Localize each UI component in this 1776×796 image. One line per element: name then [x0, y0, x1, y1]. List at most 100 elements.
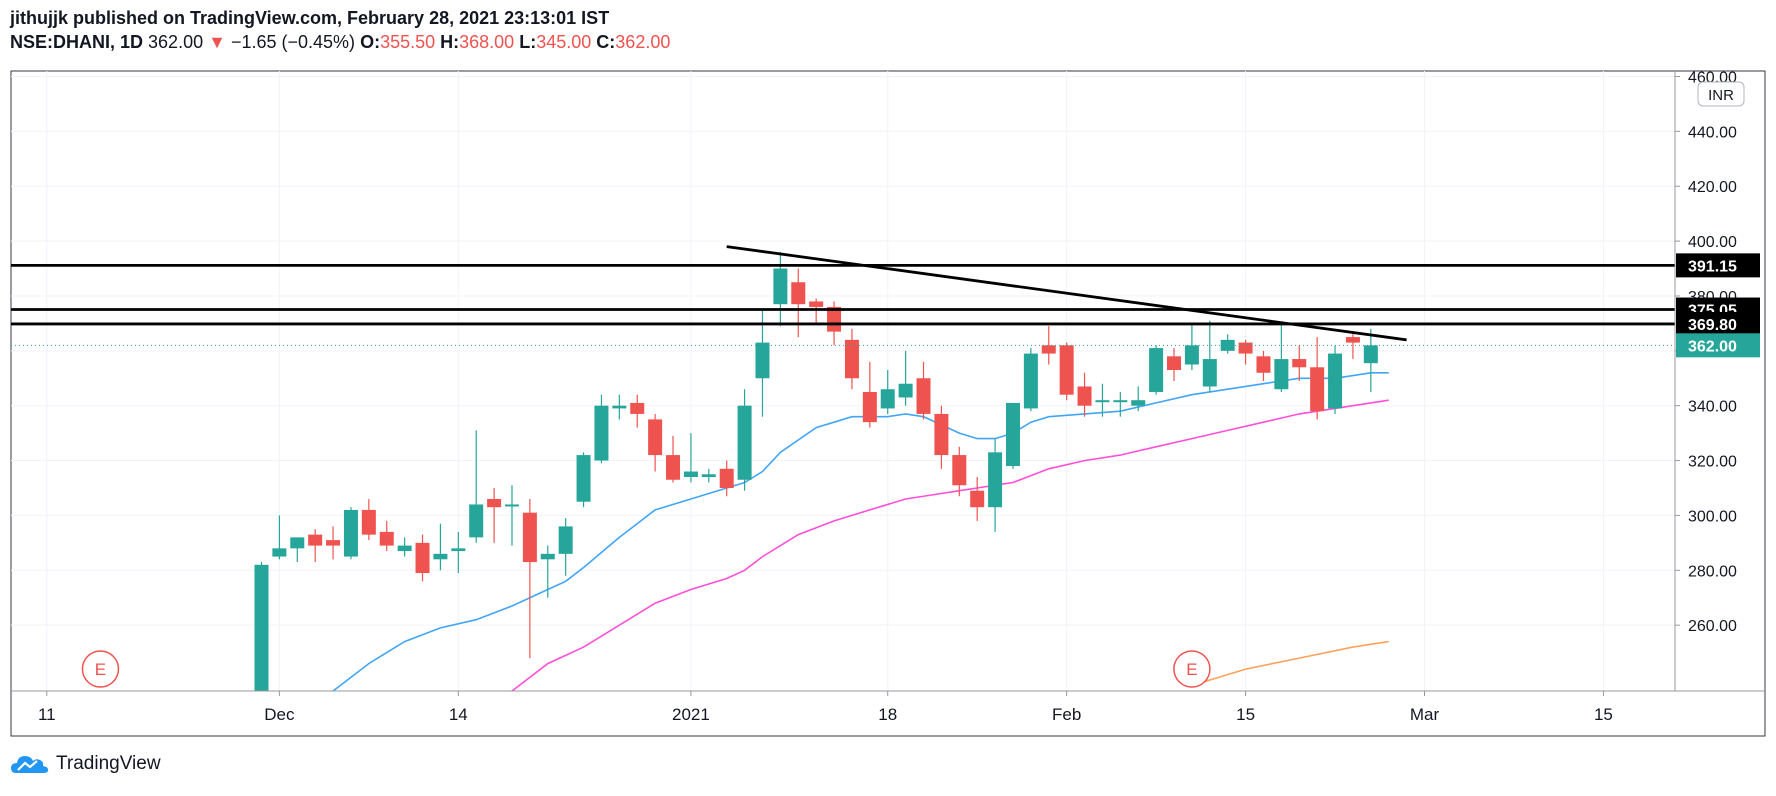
candles[interactable]: [254, 252, 1378, 707]
price-axis-tick-label: 260.00: [1688, 618, 1737, 635]
candle[interactable]: [594, 394, 609, 464]
candle[interactable]: [988, 438, 1003, 532]
earnings-marker-label: E: [1186, 660, 1197, 679]
candle[interactable]: [397, 537, 412, 557]
drawing-lines[interactable]: [11, 245, 1675, 346]
candle[interactable]: [451, 531, 466, 574]
candle[interactable]: [290, 537, 305, 563]
moving-average-fast: [332, 371, 1389, 691]
candle[interactable]: [272, 515, 287, 560]
price-axis-tick-label: 400.00: [1688, 234, 1737, 251]
candle[interactable]: [1292, 345, 1307, 381]
candle[interactable]: [916, 361, 931, 420]
candle[interactable]: [1041, 326, 1056, 365]
candle[interactable]: [934, 405, 949, 469]
candle[interactable]: [1363, 328, 1378, 392]
time-axis[interactable]: 11 Dec 14 2021 18 Feb 15 Mar 15: [38, 691, 1613, 724]
candle[interactable]: [576, 452, 591, 508]
candle[interactable]: [612, 394, 627, 420]
candle[interactable]: [880, 370, 895, 414]
candle[interactable]: [1184, 323, 1199, 371]
candle[interactable]: [1005, 402, 1020, 469]
candle[interactable]: [666, 435, 681, 483]
candle[interactable]: [1095, 383, 1110, 417]
tradingview-footer[interactable]: TradingView: [10, 752, 161, 776]
candle[interactable]: [361, 498, 376, 541]
candle[interactable]: [648, 413, 663, 472]
candle[interactable]: [1310, 337, 1325, 420]
time-axis-tick-label: 15: [1594, 705, 1613, 724]
candle[interactable]: [898, 350, 913, 406]
earnings-marker[interactable]: E: [1173, 650, 1211, 688]
candle[interactable]: [1023, 348, 1038, 412]
candle[interactable]: [719, 460, 734, 497]
candle[interactable]: [1345, 331, 1360, 360]
candle-body: [451, 548, 466, 552]
low-label: L:: [519, 32, 537, 52]
candle-body: [1005, 402, 1020, 467]
candle[interactable]: [379, 520, 394, 552]
candle[interactable]: [755, 309, 770, 417]
tradingview-cloud-icon: [11, 756, 49, 773]
candle[interactable]: [970, 477, 985, 521]
candle[interactable]: [308, 529, 323, 563]
candle-body: [1363, 345, 1378, 364]
candle-body: [1149, 348, 1164, 392]
candle[interactable]: [773, 252, 788, 327]
candle[interactable]: [952, 446, 967, 497]
candle[interactable]: [1059, 342, 1074, 401]
candle[interactable]: [254, 562, 269, 707]
candle[interactable]: [844, 328, 859, 390]
candle[interactable]: [1238, 339, 1253, 365]
open-value: 355.50: [380, 32, 436, 52]
candle[interactable]: [683, 433, 698, 483]
candle[interactable]: [1113, 391, 1128, 417]
candle-body: [379, 531, 394, 546]
candle[interactable]: [809, 298, 824, 324]
candle[interactable]: [630, 394, 645, 428]
candle[interactable]: [433, 523, 448, 571]
price-axis-tick-label: 420.00: [1688, 179, 1737, 196]
moving-averages: [332, 371, 1389, 691]
candle[interactable]: [1202, 320, 1217, 392]
candle[interactable]: [1167, 348, 1182, 381]
candle-body: [576, 455, 591, 502]
time-axis-tick-label: Feb: [1052, 705, 1081, 724]
earnings-marker[interactable]: E: [81, 650, 120, 688]
candle[interactable]: [540, 545, 555, 598]
candle[interactable]: [487, 487, 502, 543]
symbol-label[interactable]: NSE:DHANI, 1D: [10, 32, 144, 52]
candle[interactable]: [469, 430, 484, 543]
candle[interactable]: [862, 361, 877, 428]
time-axis-tick-label: 11: [38, 705, 56, 724]
candle[interactable]: [1256, 350, 1271, 381]
price-label-text: 369.80: [1688, 317, 1737, 334]
candle-body: [290, 537, 305, 549]
price-label-badge: [1676, 333, 1760, 358]
trendline[interactable]: [726, 245, 1407, 342]
candle[interactable]: [1131, 386, 1146, 412]
candle[interactable]: [343, 507, 358, 560]
currency-badge[interactable]: INR: [1697, 81, 1745, 107]
candle-body: [612, 405, 627, 409]
candle[interactable]: [1274, 323, 1289, 392]
candle[interactable]: [1328, 345, 1343, 414]
candle[interactable]: [737, 389, 752, 491]
candle-body: [827, 306, 842, 332]
candle[interactable]: [558, 518, 573, 576]
candle-body: [1292, 359, 1307, 368]
candle[interactable]: [504, 485, 519, 546]
candle[interactable]: [415, 534, 430, 582]
candle[interactable]: [1220, 334, 1235, 354]
candle[interactable]: [522, 498, 537, 659]
candle[interactable]: [1077, 372, 1092, 417]
candle[interactable]: [1149, 345, 1164, 395]
candle[interactable]: [791, 268, 806, 338]
open-label: O:: [360, 32, 381, 52]
candle[interactable]: [701, 468, 716, 483]
price-axis-tick-label: 340.00: [1688, 399, 1737, 416]
candle[interactable]: [326, 526, 341, 560]
candle-body: [540, 553, 555, 560]
